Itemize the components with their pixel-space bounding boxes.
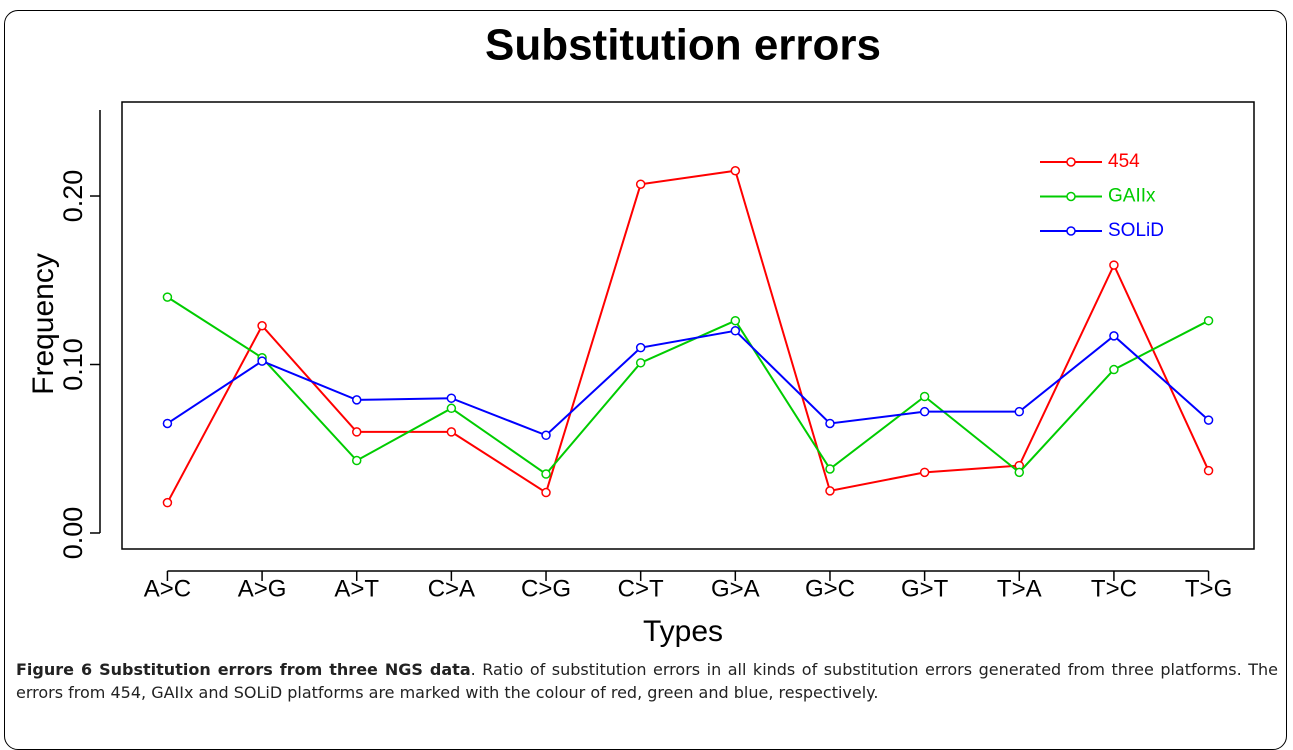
legend-label: SOLiD [1108,220,1164,241]
data-point [351,427,362,437]
data-point [1014,406,1025,417]
y-axis-label: Frequency [27,253,60,395]
x-tick-label: T>G [1185,575,1232,602]
data-point [541,469,551,479]
x-tick-label: G>T [901,575,949,602]
x-tick-label: A>C [144,575,191,602]
data-point [1203,415,1214,425]
caption-text: . Ratio of substitution errors in all ki… [16,660,1278,702]
y-tick-label: 0.00 [58,507,88,560]
plot-box [121,101,1255,550]
caption-label: Figure 6 Substitution errors from three … [16,660,471,679]
data-point [351,395,362,405]
data-point [730,315,741,326]
x-tick-label: T>A [997,575,1042,602]
data-point [446,427,457,437]
data-point [825,486,835,496]
data-point [446,403,457,414]
legend-marker [1066,157,1076,167]
data-point [1203,315,1214,326]
x-tick-label: C>A [428,575,475,602]
data-point [162,418,173,429]
x-tick-label: A>T [334,575,379,602]
series-line [166,296,1210,476]
series-line [166,169,1210,504]
x-tick-label: G>A [711,575,760,602]
data-point [1203,465,1214,476]
data-point [446,393,457,403]
legend-marker [1066,226,1076,236]
data-point [635,342,646,353]
legend-marker [1066,191,1076,202]
data-point [1109,331,1119,341]
data-point [351,455,362,466]
legend-label: 454 [1108,151,1140,172]
page: Substitution errors Types Frequency 0.00… [4,10,1287,750]
series-line [166,329,1210,437]
data-point [919,467,930,478]
y-tick-label: 0.10 [58,338,88,391]
chart: Substitution errors Types Frequency 0.00… [27,21,1255,648]
x-tick-label: G>C [805,575,855,602]
data-point [541,487,551,498]
data-point [825,418,835,429]
data-point [1109,364,1119,375]
data-point [919,391,930,402]
y-tick-label: 0.20 [58,170,88,223]
caption: Figure 6 Substitution errors from three … [16,658,1278,704]
data-point [730,165,741,176]
legend-label: GAIIx [1108,186,1156,207]
data-point [825,464,835,474]
data-point [1109,260,1119,270]
data-point [257,321,267,331]
data-point [162,497,173,508]
data-point [635,179,646,189]
x-tick-label: A>G [238,575,287,602]
data-point [1014,467,1025,478]
data-point [635,358,646,368]
data-point [919,406,930,417]
data-point [257,356,267,366]
data-point [730,326,741,336]
x-tick-label: C>G [521,575,571,602]
data-point [541,430,551,441]
x-tick-label: T>C [1091,575,1137,602]
chart-title: Substitution errors [485,21,881,70]
x-axis-label: Types [643,615,723,648]
x-tick-label: C>T [618,575,664,602]
data-point [162,292,173,302]
